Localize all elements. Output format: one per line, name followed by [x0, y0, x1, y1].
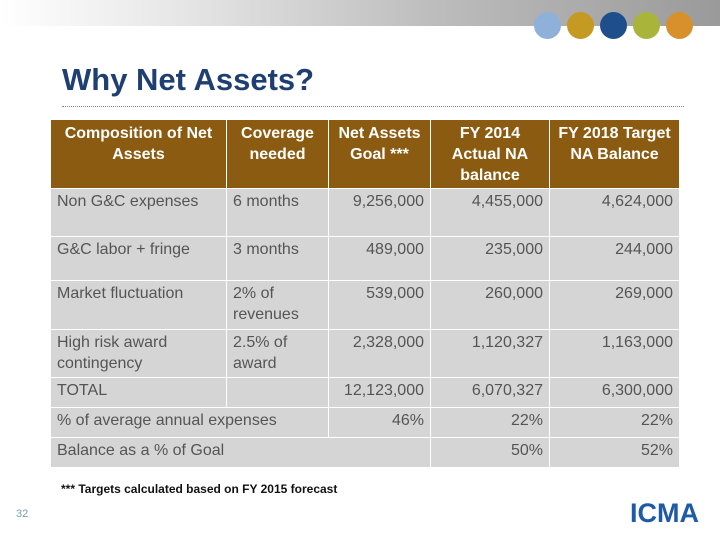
- cell-total-fy2018: 6,300,000: [549, 377, 680, 408]
- icma-logo: ICMA: [630, 498, 699, 527]
- cell-fy2014: 1,120,327: [430, 329, 550, 378]
- balance-goal-row: Balance as a % of Goal 50% 52%: [50, 437, 680, 468]
- footnote: *** Targets calculated based on FY 2015 …: [61, 482, 338, 496]
- header-fy2018: FY 2018 Target NA Balance: [549, 119, 680, 189]
- cell-fy2018: 244,000: [549, 236, 680, 281]
- cell-balance-label: Balance as a % of Goal: [50, 437, 431, 468]
- cell-goal: 539,000: [328, 280, 431, 330]
- header-fy2014: FY 2014 Actual NA balance: [430, 119, 550, 189]
- cell-coverage: 2% of revenues: [226, 280, 329, 330]
- cell-fy2014: 260,000: [430, 280, 550, 330]
- cell-fy2014: 235,000: [430, 236, 550, 281]
- dot-navy: [600, 12, 627, 39]
- cell-coverage: 3 months: [226, 236, 329, 281]
- dot-gold: [567, 12, 594, 39]
- table-row: Market fluctuation 2% of revenues 539,00…: [50, 280, 680, 330]
- cell-fy2014: 4,455,000: [430, 188, 550, 237]
- net-assets-table: Composition of Net Assets Coverage neede…: [50, 119, 680, 468]
- cell-goal: 9,256,000: [328, 188, 431, 237]
- dot-light-blue: [534, 12, 561, 39]
- cell-coverage: 2.5% of award: [226, 329, 329, 378]
- cell-pct-fy2014: 22%: [430, 407, 550, 438]
- table-row: Non G&C expenses 6 months 9,256,000 4,45…: [50, 188, 680, 237]
- cell-balance-fy2018: 52%: [549, 437, 680, 468]
- header-composition: Composition of Net Assets: [50, 119, 227, 189]
- cell-fy2018: 269,000: [549, 280, 680, 330]
- cell-composition: High risk award contingency: [50, 329, 227, 378]
- cell-total-label: TOTAL: [50, 377, 227, 408]
- cell-composition: G&C labor + fringe: [50, 236, 227, 281]
- cell-pct-goal: 46%: [328, 407, 431, 438]
- title-divider: [62, 106, 684, 107]
- cell-pct-fy2018: 22%: [549, 407, 680, 438]
- cell-goal: 2,328,000: [328, 329, 431, 378]
- cell-composition: Non G&C expenses: [50, 188, 227, 237]
- pct-expenses-row: % of average annual expenses 46% 22% 22%: [50, 407, 680, 438]
- dot-olive: [633, 12, 660, 39]
- slide-title: Why Net Assets?: [62, 62, 315, 97]
- cell-fy2018: 4,624,000: [549, 188, 680, 237]
- cell-composition: Market fluctuation: [50, 280, 227, 330]
- cell-total-coverage: [226, 377, 329, 408]
- table-row: G&C labor + fringe 3 months 489,000 235,…: [50, 236, 680, 281]
- page-number: 32: [16, 508, 29, 520]
- header-row: Composition of Net Assets Coverage neede…: [50, 119, 680, 189]
- cell-total-goal: 12,123,000: [328, 377, 431, 408]
- cell-pct-label: % of average annual expenses: [50, 407, 329, 438]
- cell-coverage: 6 months: [226, 188, 329, 237]
- dot-orange: [666, 12, 693, 39]
- header-goal: Net Assets Goal ***: [328, 119, 431, 189]
- logo-text: ICMA: [630, 498, 699, 527]
- cell-balance-fy2014: 50%: [430, 437, 550, 468]
- total-row: TOTAL 12,123,000 6,070,327 6,300,000: [50, 377, 680, 408]
- table-row: High risk award contingency 2.5% of awar…: [50, 329, 680, 378]
- cell-total-fy2014: 6,070,327: [430, 377, 550, 408]
- cell-goal: 489,000: [328, 236, 431, 281]
- decorative-dots: [534, 12, 699, 39]
- header-coverage: Coverage needed: [226, 119, 329, 189]
- cell-fy2018: 1,163,000: [549, 329, 680, 378]
